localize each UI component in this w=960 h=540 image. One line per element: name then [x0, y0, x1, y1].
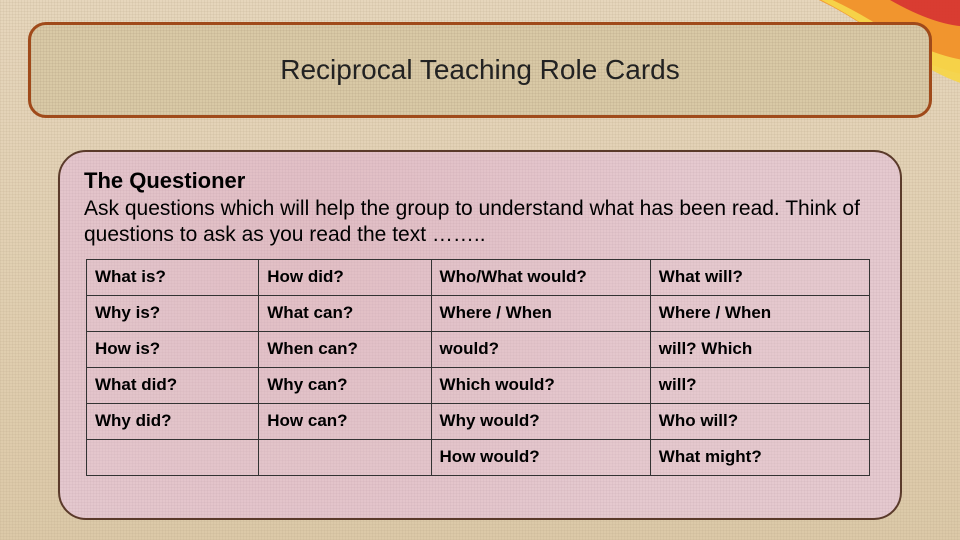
table-row: How is? When can? would? will? Which — [87, 331, 870, 367]
table-cell: Where / When — [650, 295, 869, 331]
title-card: Reciprocal Teaching Role Cards — [28, 22, 932, 118]
table-cell: How would? — [431, 439, 650, 475]
table-cell — [87, 439, 259, 475]
table-cell: How can? — [259, 403, 431, 439]
table-cell: Who will? — [650, 403, 869, 439]
table-row: Why did? How can? Why would? Who will? — [87, 403, 870, 439]
question-starters-table: What is? How did? Who/What would? What w… — [86, 259, 870, 476]
table-cell: Why would? — [431, 403, 650, 439]
table-cell: Why can? — [259, 367, 431, 403]
table-cell: What can? — [259, 295, 431, 331]
table-cell: What will? — [650, 259, 869, 295]
table-cell: will? — [650, 367, 869, 403]
table-cell: Why did? — [87, 403, 259, 439]
table-row: How would? What might? — [87, 439, 870, 475]
role-heading: The Questioner — [84, 168, 876, 194]
table-cell: What might? — [650, 439, 869, 475]
table-cell: What is? — [87, 259, 259, 295]
page-title: Reciprocal Teaching Role Cards — [280, 54, 679, 86]
table-cell: Which would? — [431, 367, 650, 403]
table-cell: How did? — [259, 259, 431, 295]
table-cell: will? Which — [650, 331, 869, 367]
table-cell — [259, 439, 431, 475]
table-row: What did? Why can? Which would? will? — [87, 367, 870, 403]
table-cell: What did? — [87, 367, 259, 403]
table-cell: Why is? — [87, 295, 259, 331]
table-row: What is? How did? Who/What would? What w… — [87, 259, 870, 295]
table-cell: Where / When — [431, 295, 650, 331]
role-card: The Questioner Ask questions which will … — [58, 150, 902, 520]
table-cell: would? — [431, 331, 650, 367]
role-description: Ask questions which will help the group … — [84, 196, 876, 249]
table-cell: When can? — [259, 331, 431, 367]
table-cell: How is? — [87, 331, 259, 367]
table-row: Why is? What can? Where / When Where / W… — [87, 295, 870, 331]
table-cell: Who/What would? — [431, 259, 650, 295]
